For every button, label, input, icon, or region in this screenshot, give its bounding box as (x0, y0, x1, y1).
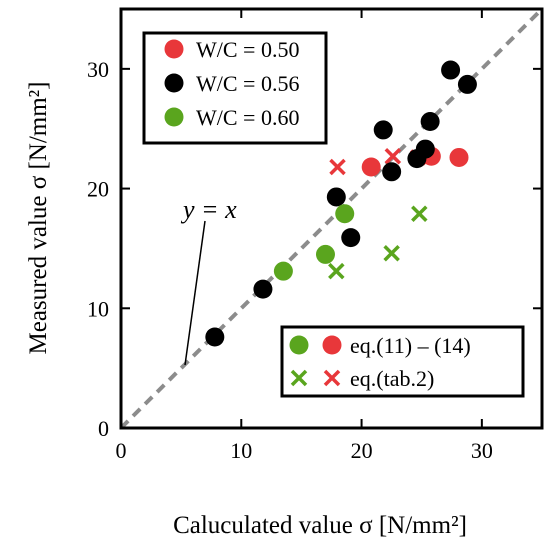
legend-method: eq.(11) – (14) eq.(tab.2) (280, 325, 525, 398)
series-2-point-7 (415, 139, 435, 159)
legend-mix-marker-1 (164, 73, 184, 93)
series-3-point-1 (315, 244, 335, 264)
series-2-point-3 (341, 228, 361, 248)
series-2-point-8 (420, 112, 440, 132)
series-4-point-2 (411, 205, 428, 222)
legend-mix-marker-0 (164, 39, 184, 59)
series-4-point-0 (328, 262, 345, 280)
series-4-point-2-stroke-b (411, 205, 428, 222)
y-axis-title: Measured value σ [N/mm²] (25, 82, 52, 355)
series-4-point-1 (383, 244, 400, 262)
legend-method-cross-red (323, 369, 341, 387)
legend-mix-marker-2 (164, 107, 184, 127)
series-1-point-1 (384, 148, 402, 165)
x-axis-title: Caluculated value σ [N/mm²] (173, 512, 467, 539)
legend-mix-label-1: W/C = 0.56 (196, 71, 299, 96)
legend-method-box (280, 325, 525, 398)
x-axis-ticks: 0 10 20 30 (116, 9, 493, 463)
legend-method-cross-green (290, 369, 308, 387)
reference-line-label: y = x (180, 195, 237, 224)
series-2-point-5 (382, 162, 402, 182)
y-tick-label-2: 20 (87, 177, 109, 202)
series-2-point-4 (373, 120, 393, 140)
series-4-point-0-stroke-b (328, 262, 345, 280)
legend-mix-label-2: W/C = 0.60 (196, 105, 299, 130)
x-tick-label-1: 10 (230, 438, 252, 463)
series-1-point-1-stroke-b (384, 148, 402, 165)
legend-cross-green-mark (290, 369, 308, 387)
legend-method-label-1: eq.(tab.2) (350, 366, 434, 391)
series-2-point-2 (326, 187, 346, 207)
y-tick-label-3: 30 (87, 57, 109, 82)
series-2-point-10 (457, 74, 477, 94)
legend-method-label-0: eq.(11) – (14) (350, 333, 471, 358)
series-3-point-0 (273, 261, 293, 281)
y-tick-label-1: 10 (87, 296, 109, 321)
y-tick-label-0: 0 (98, 416, 109, 441)
series-0-point-0 (361, 157, 381, 177)
reference-label-leader (184, 220, 206, 366)
x-tick-label-3: 30 (471, 438, 493, 463)
plot-frame (119, 7, 544, 430)
series-2-point-0 (205, 327, 225, 347)
legend-method-circle-red (322, 335, 342, 355)
series-0-point-2 (449, 147, 469, 167)
data-points (205, 60, 477, 347)
x-tick-label-2: 20 (351, 438, 373, 463)
series-2-point-1 (253, 279, 273, 299)
x-tick-label-0: 0 (116, 438, 127, 463)
legend-cross-green-mark-stroke-b (290, 369, 308, 387)
legend-cross-red-mark-stroke-b (323, 369, 341, 387)
legend-mix: W/C = 0.50 W/C = 0.56 W/C = 0.60 (142, 31, 328, 145)
series-1-point-0-stroke-b (329, 158, 346, 176)
legend-method-circle-green (289, 335, 309, 355)
series-1-point-0 (329, 158, 346, 176)
legend-mix-label-0: W/C = 0.50 (196, 37, 299, 62)
series-2-point-9 (441, 60, 461, 80)
series-3-point-2 (335, 204, 355, 224)
series-4-point-1-stroke-b (383, 244, 400, 262)
legend-cross-red-mark (323, 369, 341, 387)
